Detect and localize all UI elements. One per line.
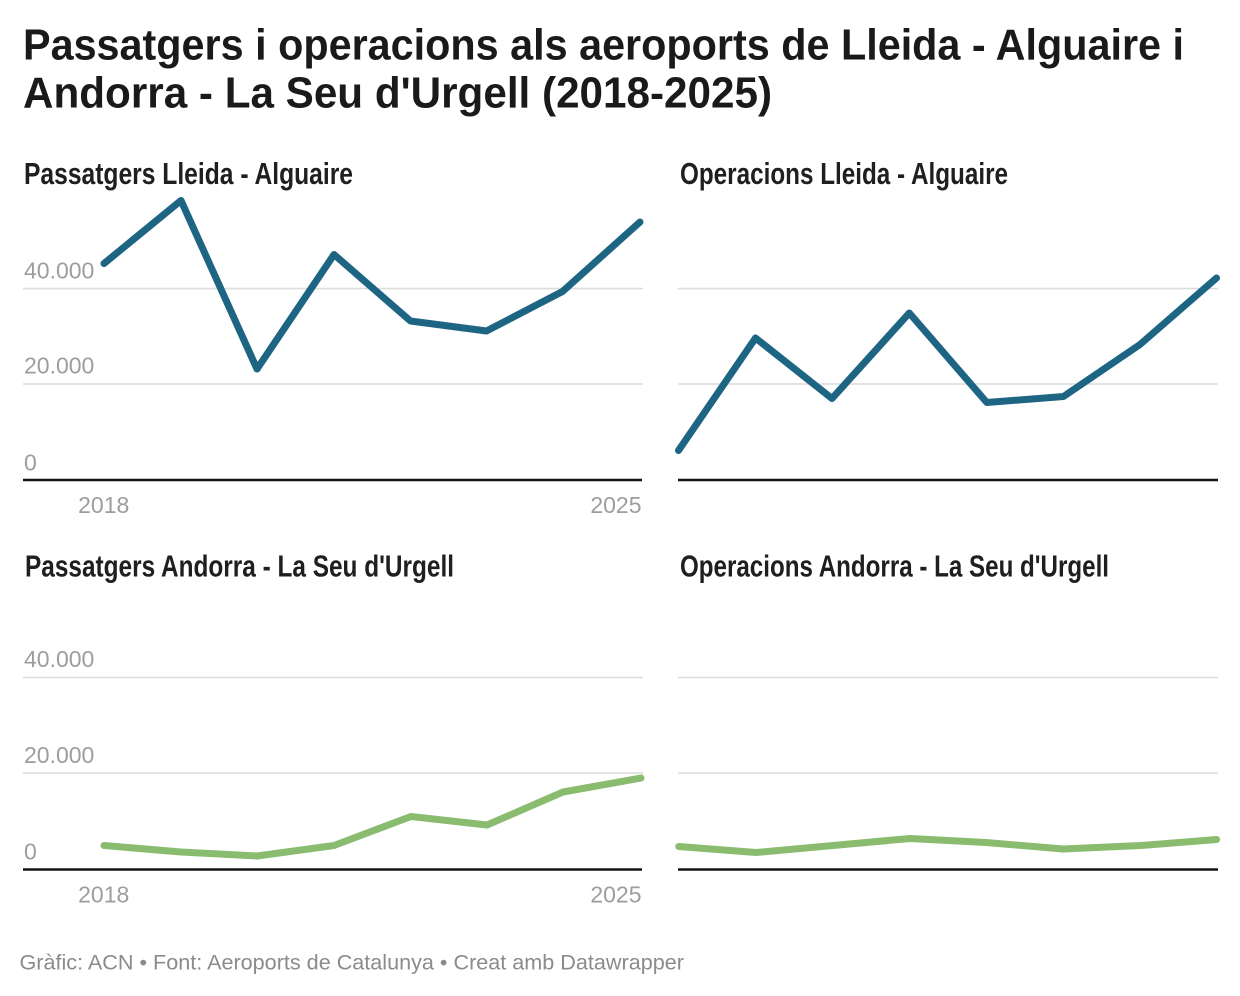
svg-text:2018: 2018 xyxy=(78,882,129,908)
svg-text:40.000: 40.000 xyxy=(24,258,94,284)
svg-text:20.000: 20.000 xyxy=(24,742,94,768)
svg-text:2018: 2018 xyxy=(78,492,129,518)
svg-text:0: 0 xyxy=(24,450,37,476)
svg-text:2025: 2025 xyxy=(590,882,641,908)
svg-text:Gràfic: ACN • Font: Aeroports: Gràfic: ACN • Font: Aeroports de Catalun… xyxy=(20,950,684,975)
svg-text:Andorra - La Seu d'Urgell (201: Andorra - La Seu d'Urgell (2018-2025) xyxy=(23,69,772,118)
svg-text:Operacions Lleida - Alguaire: Operacions Lleida - Alguaire xyxy=(680,157,1008,191)
svg-text:20.000: 20.000 xyxy=(24,353,94,379)
svg-text:Passatgers Andorra - La Seu d': Passatgers Andorra - La Seu d'Urgell xyxy=(25,550,454,584)
svg-text:0: 0 xyxy=(24,839,37,865)
svg-text:40.000: 40.000 xyxy=(24,646,94,672)
svg-text:Passatgers i operacions als ae: Passatgers i operacions als aeroports de… xyxy=(23,21,1184,70)
svg-text:2025: 2025 xyxy=(590,492,641,518)
svg-text:Passatgers Lleida - Alguaire: Passatgers Lleida - Alguaire xyxy=(24,157,353,191)
svg-text:Operacions Andorra - La Seu d': Operacions Andorra - La Seu d'Urgell xyxy=(680,550,1109,584)
